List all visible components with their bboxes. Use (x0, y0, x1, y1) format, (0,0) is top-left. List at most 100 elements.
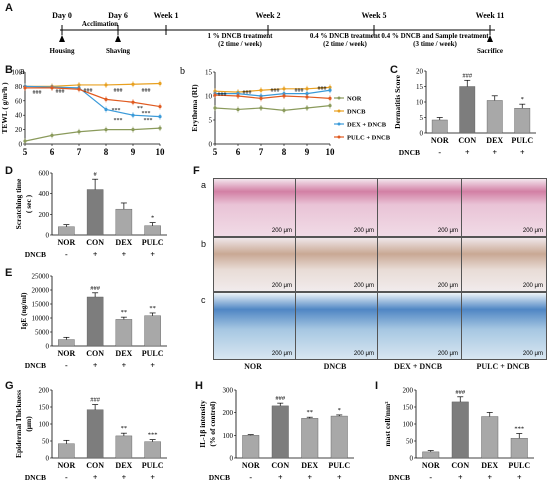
histology-caption-nor: NOR (244, 362, 262, 371)
significance-annotation: ### (218, 92, 227, 98)
histology-caption-dncb: DNCB (323, 362, 347, 371)
bar (144, 441, 161, 459)
y-axis-label: Scratching time (14, 178, 23, 229)
bar (422, 451, 440, 459)
dncb-row-label: DNCB (399, 148, 420, 157)
significance-annotation: * (521, 96, 524, 103)
histology-image-ihc-stain: 200 μm (213, 237, 296, 292)
y-axis-label: mast cell/mm² (383, 401, 392, 447)
y-axis-label: (% of control) (208, 401, 217, 447)
significance-annotation: ### (243, 90, 252, 96)
epidermal-thickness-chart: 0 50 100 150 200 NOR - ### CON + ** DEX + *** PULC + DNC… (14, 387, 167, 482)
data-point (104, 83, 108, 87)
significance-annotation: * (151, 215, 154, 222)
histology-image-ihc-stain: 200 μm (377, 237, 462, 292)
dermatitis-score-chart: 0 5 10 15 20 NOR - ### CON + DEX + * PULC + DNCB Dermati… (393, 68, 536, 157)
y-tick-label: 0 (209, 141, 213, 149)
data-point (213, 106, 217, 110)
timeline-point-label: Week 1 (153, 11, 178, 20)
data-point (259, 106, 263, 110)
series-line (24, 85, 161, 118)
y-axis-label: TEWL ( g/m²h ) (0, 82, 9, 134)
y-tick-label: 15 (205, 69, 213, 77)
treatment-1-line1: 1 % DNCB treatment (208, 32, 274, 40)
data-point (305, 92, 309, 96)
dncb-sign: - (65, 473, 68, 482)
dncb-sign: + (278, 473, 283, 482)
significance-annotation: ### (33, 90, 42, 96)
histology-image-toluidine-stain: 200 μm (295, 292, 378, 360)
bar (58, 339, 75, 347)
significance-annotation: ** (149, 305, 156, 312)
y-tick-label: 150 (403, 404, 414, 412)
timeline-point-label: Week 2 (255, 11, 280, 20)
y-tick-label: 20000 (32, 287, 50, 295)
legend-marker (337, 122, 341, 126)
dncb-sign: - (429, 473, 432, 482)
category-label: CON (86, 349, 104, 358)
y-tick-label: 300 (223, 387, 234, 395)
dncb-sign: + (465, 148, 470, 157)
bar (451, 401, 469, 459)
category-label: PULC (511, 136, 533, 145)
series-line (25, 82, 161, 87)
scale-bar-label: 200 μm (353, 283, 374, 289)
significance-annotation: ### (84, 88, 93, 94)
bar (86, 296, 104, 347)
histology-image-he-stain: 200 μm (461, 178, 547, 237)
y-tick-label: 60 (15, 97, 23, 105)
y-tick-label: 10000 (32, 315, 50, 323)
significance-annotation: *** (114, 118, 123, 124)
y-axis-label: Erythema (RI) (190, 84, 199, 132)
scale-bar-label: 200 μm (522, 351, 543, 357)
timeline-arrow-icon (115, 35, 121, 42)
dncb-sign: + (93, 473, 98, 482)
category-label: DEX (115, 461, 132, 470)
significance-annotation: ** (121, 425, 128, 432)
category-label: DEX (481, 461, 498, 470)
y-tick-label: 100 (39, 421, 50, 429)
significance-annotation: ** (121, 309, 128, 316)
dncb-sign: + (150, 250, 155, 259)
acclimation-label: Acclimation (82, 20, 118, 28)
category-label: NOR (57, 461, 75, 470)
panel-letter-A: A (5, 2, 13, 14)
timeline-event-label: Housing (50, 47, 75, 55)
scratching-time-chart: 0 200 400 600 NOR - # CON + DEX + * PULC + DNCB Scratch… (14, 170, 167, 259)
timeline-point-label: Week 5 (361, 11, 386, 20)
timeline-point-label: Week 11 (476, 11, 505, 20)
significance-annotation: ### (318, 86, 327, 92)
bar (486, 100, 503, 134)
y-axis-label: IgE (ng/ml) (19, 292, 28, 329)
bar (115, 319, 133, 347)
category-label: NOR (57, 238, 75, 247)
histology-row-c-letter: c (201, 295, 206, 305)
y-axis-label: Dermatitis Score (393, 74, 402, 128)
category-label: DEX (115, 349, 132, 358)
histology-image-toluidine-stain: 200 μm (213, 292, 296, 360)
bar (431, 119, 448, 134)
x-tick-label: 7 (77, 147, 82, 157)
bar (510, 438, 528, 459)
category-label: PULC (142, 461, 164, 470)
y-tick-label: 0 (46, 455, 50, 463)
treatment-3-line2: (3 time / week) (413, 40, 457, 48)
histology-image-toluidine-stain: 200 μm (461, 292, 547, 360)
histology-caption-pulc-dncb: PULC + DNCB (476, 362, 530, 371)
timeline-event-label: Sacrifice (477, 47, 503, 55)
data-point (158, 115, 162, 119)
y-axis-label: ( sec ) (24, 194, 33, 213)
x-tick-label: 10 (156, 147, 166, 157)
category-label: CON (458, 136, 476, 145)
y-tick-label: 100 (223, 432, 234, 440)
dncb-sign: + (93, 361, 98, 370)
scale-bar-label: 200 μm (353, 351, 374, 357)
data-point (131, 128, 135, 132)
significance-annotation: ### (56, 89, 65, 95)
category-label: PULC (142, 349, 164, 358)
y-tick-label: 200 (223, 409, 234, 417)
y-tick-label: 400 (39, 190, 50, 198)
series-line (214, 86, 331, 93)
category-label: DEX (486, 136, 503, 145)
treatment-1-line2: (2 time / week) (218, 40, 262, 48)
